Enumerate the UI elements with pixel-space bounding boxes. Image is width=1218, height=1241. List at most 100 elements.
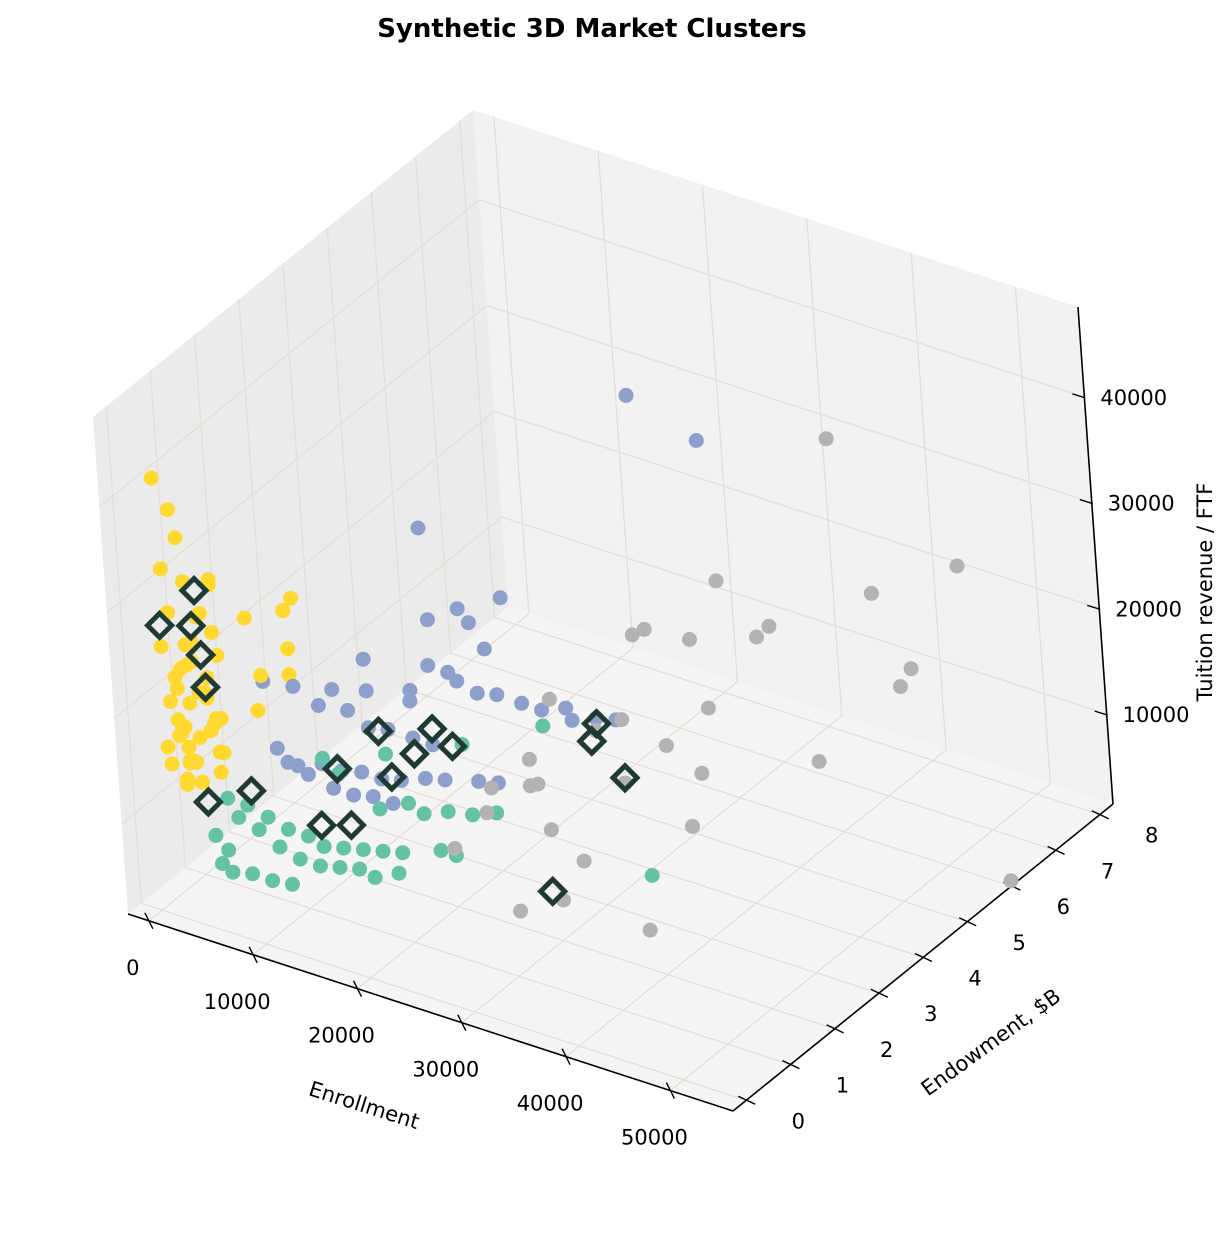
point-blue-18	[285, 678, 301, 694]
x-tick-2	[352, 980, 363, 998]
highlight-marker-12	[376, 761, 408, 793]
z-tick-2	[1079, 498, 1093, 505]
point-gray-11	[521, 751, 537, 767]
point-gray-3	[541, 691, 557, 707]
point-green-19	[245, 866, 261, 882]
point-green-17	[332, 860, 348, 875]
point-blue-34	[354, 764, 370, 780]
point-gray-23	[811, 754, 827, 769]
point-yellow-0	[143, 470, 159, 486]
point-gray-20	[479, 805, 495, 821]
point-green-0	[220, 790, 236, 806]
point-yellow-45	[194, 774, 210, 790]
chart-title: Synthetic 3D Market Clusters	[377, 14, 807, 44]
point-green-6	[221, 842, 237, 858]
point-blue-43	[346, 787, 362, 803]
point-gray-31	[642, 922, 658, 938]
point-blue-12	[402, 682, 418, 698]
point-yellow-36	[187, 753, 203, 769]
z-tick-label-3: 40000	[1100, 386, 1167, 410]
point-yellow-53	[281, 667, 297, 683]
point-gray-9	[949, 558, 965, 574]
tick-labels: 0 10000 20000 30000 40000 50000 0 1 2 3 4 5 6 7 8 10000…	[126, 386, 1189, 1150]
point-blue-11	[358, 683, 374, 699]
point-blue-44	[365, 789, 381, 805]
point-yellow-2	[167, 530, 183, 546]
highlight-marker-2	[175, 610, 207, 642]
point-green-14	[395, 845, 411, 861]
highlight-marker-4	[189, 671, 222, 703]
y-tick-3	[870, 988, 889, 998]
x-grid-line-0	[148, 116, 530, 922]
y-tick-label-4: 4	[968, 967, 981, 991]
point-gray-8	[863, 585, 879, 601]
point-gray-22	[694, 765, 710, 781]
point-gray-25	[447, 841, 463, 856]
point-yellow-20	[169, 680, 185, 696]
z-tick-3	[1072, 393, 1086, 399]
y-tick-label-3: 3	[924, 1002, 937, 1026]
point-green-25	[401, 795, 416, 811]
z-axis-label: Tuition revenue / FTF	[1193, 483, 1217, 703]
point-green-9	[272, 839, 288, 855]
y-axis-label: Endowment, $B	[917, 984, 1065, 1101]
x-tick-0	[144, 912, 154, 930]
point-yellow-42	[180, 771, 196, 787]
point-blue-5	[688, 433, 704, 448]
point-green-13	[375, 843, 391, 859]
point-yellow-15	[209, 648, 225, 663]
z-axis-line	[1077, 306, 1114, 805]
y-grid-line-8	[459, 120, 1100, 816]
point-yellow-30	[203, 723, 219, 739]
point-blue-38	[437, 772, 453, 788]
z-tick-label-2: 30000	[1108, 492, 1175, 516]
highlight-marker-1	[144, 609, 176, 641]
point-yellow-37	[181, 739, 197, 755]
point-yellow-49	[275, 603, 291, 619]
point-green-30	[433, 843, 449, 858]
point-blue-28	[564, 712, 580, 728]
point-blue-17	[489, 687, 505, 703]
point-gray-2	[624, 627, 640, 643]
point-blue-6	[419, 612, 435, 628]
y-tick-8	[1091, 810, 1110, 820]
point-gray-15	[700, 700, 716, 716]
point-yellow-47	[236, 610, 252, 626]
x-tick-4	[561, 1048, 571, 1065]
y-tick-label-0: 0	[792, 1109, 805, 1133]
point-gray-1	[708, 573, 724, 589]
point-blue-10	[355, 651, 371, 667]
highlight-marker-10	[398, 738, 430, 770]
x-tick-1	[248, 946, 258, 964]
point-yellow-51	[253, 668, 269, 683]
point-yellow-50	[280, 641, 296, 657]
point-green-20	[265, 873, 281, 889]
point-blue-13	[324, 682, 340, 697]
point-yellow-24	[208, 711, 224, 727]
point-blue-3	[460, 615, 476, 631]
highlight-marker-11	[436, 730, 469, 762]
point-blue-39	[269, 740, 285, 756]
point-green-5	[251, 822, 267, 838]
highlight-marker-6	[416, 713, 448, 745]
point-green-38	[535, 718, 551, 734]
point-blue-26	[534, 702, 550, 718]
point-green-24	[372, 801, 388, 817]
y-tick-0	[737, 1095, 756, 1105]
point-green-32	[225, 864, 241, 880]
x-grid-line-4	[565, 252, 947, 1058]
point-gray-16	[903, 661, 919, 677]
point-green-35	[378, 746, 393, 762]
z-tick-label-1: 20000	[1115, 597, 1182, 621]
point-green-39	[315, 750, 330, 766]
y-grid-line-0	[105, 406, 747, 1101]
x-axis-line	[127, 913, 734, 1112]
y-tick-7	[1047, 845, 1065, 856]
point-blue-2	[449, 601, 465, 617]
point-green-26	[465, 807, 481, 823]
point-green-4	[208, 827, 224, 843]
y-tick-2	[826, 1024, 844, 1034]
y-tick-label-7: 7	[1101, 859, 1114, 883]
point-green-18	[352, 861, 368, 877]
